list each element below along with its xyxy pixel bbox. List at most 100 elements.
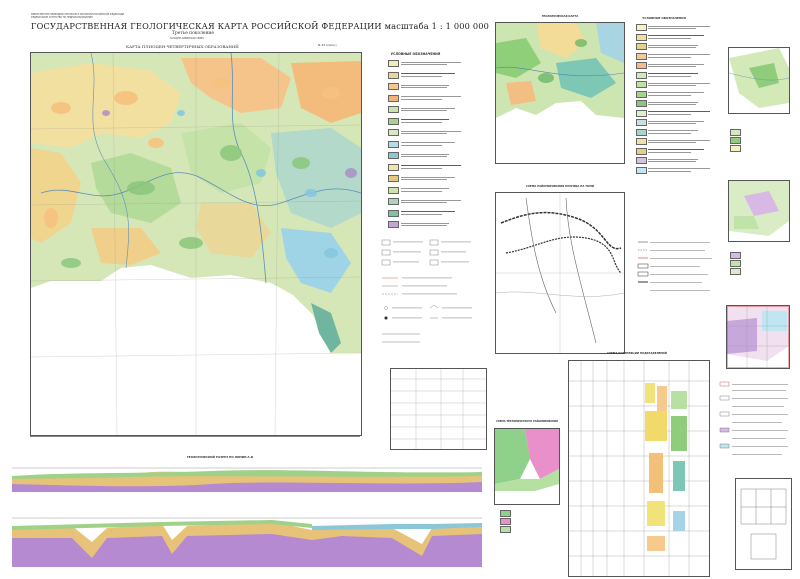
legend-text-line <box>401 107 455 109</box>
sheet-index-map[interactable] <box>735 478 792 570</box>
scheme-inset-title: СХЕМА РАЙОНИРОВАНИЯ ПРОГИБА НА ТОМИ <box>526 185 594 188</box>
right-inset-legend-2 <box>730 250 788 280</box>
legend-text-line <box>401 225 447 227</box>
main-geologic-map[interactable] <box>30 52 362 436</box>
legend-text-line <box>648 94 691 96</box>
right-inset-legend-1 <box>730 125 788 165</box>
right-inset-2-svg <box>729 181 789 241</box>
lithology-table-svg <box>391 369 486 449</box>
zoning-inset-title: СХЕМА ТЕКТОНИЧЕСКОГО РАЙОНИРОВАНИЯ <box>496 420 558 423</box>
legend-text-line <box>401 96 461 98</box>
legend-text-line <box>648 170 691 172</box>
legend-text-line <box>401 119 449 121</box>
legend-text-line <box>648 149 704 151</box>
right-inset-1[interactable] <box>728 47 790 114</box>
right-inset-1-svg <box>729 48 789 113</box>
map-subtitle: КАРТА ПЛИОЦЕН-ЧЕТВЕРТИЧНЫХ ОБРАЗОВАНИЙ <box>126 44 239 49</box>
zoning-inset-svg <box>495 429 559 504</box>
legend-text-line <box>648 35 704 37</box>
legend-swatch <box>636 71 647 79</box>
legend-text-line <box>648 139 710 141</box>
legend-swatch <box>388 221 399 228</box>
legend-text-line <box>401 165 461 167</box>
legend-text-line <box>648 151 691 153</box>
legend-swatch <box>388 163 399 171</box>
legend-text-line <box>401 121 442 123</box>
legend-swatch <box>388 140 399 148</box>
legend-swatch <box>388 60 399 67</box>
legend-swatch <box>636 24 647 31</box>
legend-text-line <box>648 66 696 68</box>
strat-table-title: СХЕМА КОРРЕЛЯЦИИ ПОДРАЗДЕЛЕНИЙ <box>607 352 667 355</box>
legend-text-line <box>401 61 461 63</box>
legend-swatch <box>388 186 399 194</box>
legend-text-line <box>648 44 698 46</box>
legend-text-line <box>401 98 442 100</box>
right-legend-title: УСЛОВНЫЕ ОБОЗНАЧЕНИЯ <box>642 16 686 20</box>
main-map-svg <box>31 53 361 435</box>
bottom-right-explanation-svg <box>719 381 788 455</box>
legend-swatch <box>636 43 647 50</box>
legend-text-line <box>401 156 447 158</box>
legend-text-line <box>401 73 455 75</box>
stratigraphic-table <box>568 360 710 577</box>
legend-text-line <box>648 63 704 65</box>
zoning-inset-map[interactable] <box>494 428 560 505</box>
symbol-legend-svg <box>381 239 472 343</box>
right-inset-3-svg <box>727 306 789 368</box>
legend-swatch <box>388 71 399 79</box>
legend-swatch <box>388 152 399 159</box>
section-title: ГЕОЛОГИЧЕСКИЙ РАЗРЕЗ ПО ЛИНИИ А–Б <box>186 455 254 459</box>
legend-swatch <box>636 81 647 88</box>
legend-text-line <box>648 56 691 58</box>
legend-swatch <box>388 94 399 102</box>
legend-text-line <box>648 120 704 122</box>
legend-text-line <box>401 84 449 86</box>
legend-swatch <box>636 33 647 41</box>
right-inset-2[interactable] <box>728 180 790 242</box>
right-inset-3[interactable] <box>726 305 790 369</box>
legend-swatch <box>636 62 647 69</box>
map-scale-bar <box>30 436 360 445</box>
legend-text-line <box>648 92 704 94</box>
legend-text-line <box>648 75 691 77</box>
bottom-right-explanation <box>718 380 793 470</box>
legend-text-line <box>401 144 442 146</box>
cross-section-1-svg <box>12 467 482 492</box>
inset-geologic-svg <box>496 23 624 163</box>
generation-label: Третье поколение <box>172 31 214 36</box>
legend-text-line <box>401 87 447 89</box>
scheme-inset-svg <box>496 193 624 353</box>
legend-title: УСЛОВНЫЕ ОБОЗНАЧЕНИЯ <box>390 52 441 56</box>
legend-text-line <box>401 176 455 178</box>
legend-text-line <box>648 85 696 87</box>
legend-swatch <box>636 166 647 174</box>
legend-text-line <box>648 47 696 49</box>
legend-swatch <box>388 83 399 90</box>
legend-swatch <box>636 100 647 107</box>
legend-text-line <box>648 37 691 39</box>
legend-text-line <box>401 211 455 213</box>
scheme-inset-map[interactable] <box>495 192 625 354</box>
legend-swatch <box>388 117 399 125</box>
legend-text-line <box>401 130 461 132</box>
legend-swatch <box>388 209 399 217</box>
legend-text-line <box>648 142 696 144</box>
legend-swatch <box>636 157 647 164</box>
legend-text-line <box>401 153 449 155</box>
legend-text-line <box>401 190 442 192</box>
legend-text-line <box>401 64 447 66</box>
legend-text-line <box>401 142 455 144</box>
legend-text-line <box>401 133 447 135</box>
cross-section-1 <box>12 462 482 492</box>
ministry-line-1: МИНИСТЕРСТВО ПРИРОДНЫХ РЕСУРСОВ И ЭКОЛОГ… <box>31 13 125 16</box>
series-label: ЗАПАДНО-СИБИРСКАЯ СЕРИЯ <box>170 37 204 40</box>
legend-text-line <box>648 73 698 75</box>
stratigraphic-table-svg <box>569 361 709 576</box>
inset-geologic-map[interactable] <box>495 22 625 164</box>
legend-text-line <box>648 111 710 113</box>
legend-text-line <box>401 213 442 215</box>
right-explanation-block <box>636 238 726 308</box>
right-explanation-svg <box>637 241 712 291</box>
legend-text-line <box>648 158 698 160</box>
